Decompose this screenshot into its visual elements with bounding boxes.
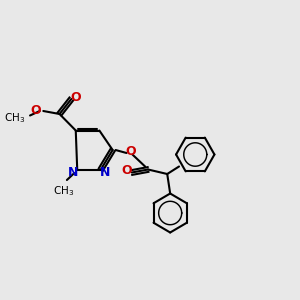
Text: O: O <box>121 164 132 178</box>
Text: O: O <box>70 91 81 104</box>
Text: CH$_3$: CH$_3$ <box>53 184 75 198</box>
Text: N: N <box>100 166 110 179</box>
Text: O: O <box>30 104 41 117</box>
Text: N: N <box>68 166 78 179</box>
Text: O: O <box>125 145 136 158</box>
Text: CH$_3$: CH$_3$ <box>4 112 26 125</box>
